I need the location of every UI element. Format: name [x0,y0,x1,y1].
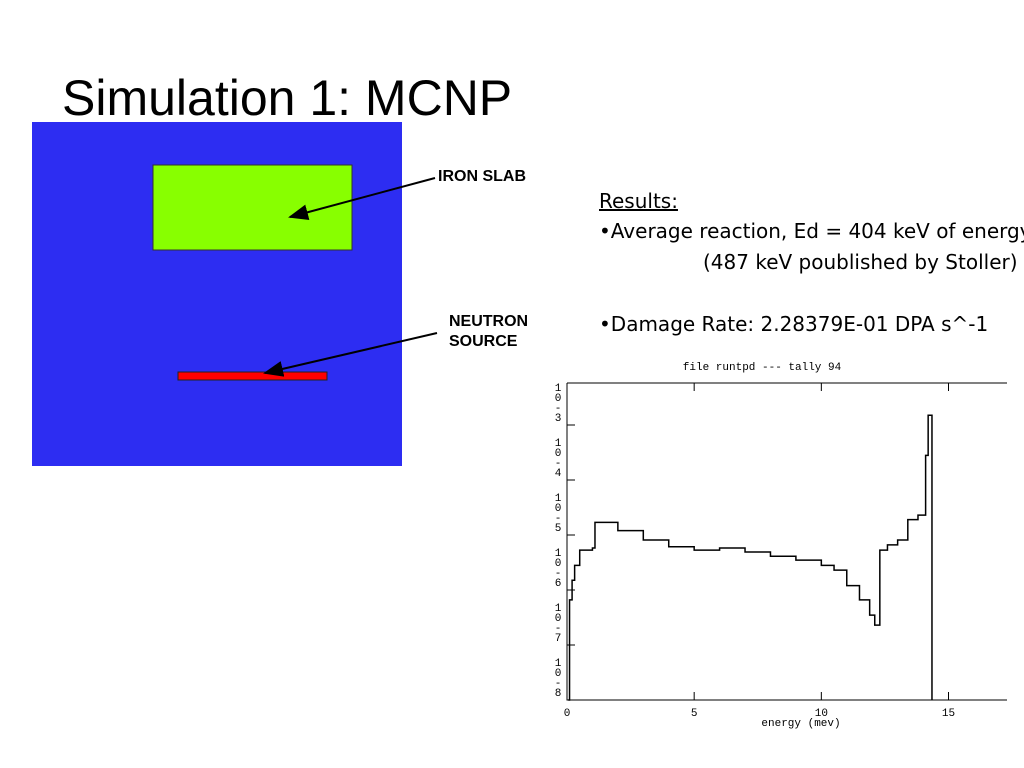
neutron-source [177,371,328,381]
x-axis-label: energy (mev) [761,718,840,730]
label: NEUTRON [449,313,528,330]
y-tick-label: 10-6 [552,548,564,588]
slide-title: Simulation 1: MCNP [62,70,512,126]
arrow [263,332,438,377]
results-line: •Damage Rate: 2.28379E-01 DPA s^-1 [599,312,988,336]
results-line: •Average reaction, Ed = 404 keV of energ… [599,219,1024,243]
label: SOURCE [449,333,518,350]
iron-slab [152,164,353,251]
y-tick-label: 10-8 [552,658,564,698]
label: IRON SLAB [438,168,526,185]
arrow [288,177,436,221]
y-tick-label: 10-3 [552,383,564,423]
spectrum-line [568,414,933,701]
y-tick-label: 10-7 [552,603,564,643]
y-tick-label: 10-5 [552,493,564,533]
plot-frame [566,383,1007,701]
x-tick-label: 15 [942,708,955,720]
x-tick-label: 0 [564,708,571,720]
plot: file runtpd --- tally 94 energy (mev) 0 5… [552,362,1007,730]
x-tick-label: 10 [815,708,828,720]
y-tick-label: 10-4 [552,438,564,478]
results-heading: Results: [599,189,678,213]
chart-title: file runtpd --- tally 94 [683,362,842,374]
results-line: (487 keV poublished by Stoller) [703,250,1018,274]
x-tick-label: 5 [691,708,698,720]
